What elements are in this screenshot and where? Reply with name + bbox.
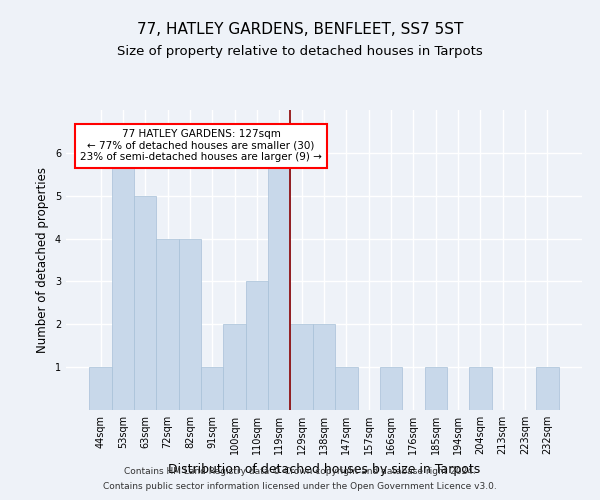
Bar	[179, 238, 201, 410]
Bar	[469, 367, 491, 410]
Text: 77, HATLEY GARDENS, BENFLEET, SS7 5ST: 77, HATLEY GARDENS, BENFLEET, SS7 5ST	[137, 22, 463, 38]
Text: Contains public sector information licensed under the Open Government Licence v3: Contains public sector information licen…	[103, 482, 497, 491]
Bar	[425, 367, 447, 410]
Bar	[89, 367, 112, 410]
Bar	[134, 196, 157, 410]
Y-axis label: Number of detached properties: Number of detached properties	[37, 167, 49, 353]
Bar	[201, 367, 223, 410]
Bar	[246, 282, 268, 410]
Text: Size of property relative to detached houses in Tarpots: Size of property relative to detached ho…	[117, 45, 483, 58]
X-axis label: Distribution of detached houses by size in Tarpots: Distribution of detached houses by size …	[168, 462, 480, 475]
Bar	[536, 367, 559, 410]
Bar	[157, 238, 179, 410]
Bar	[313, 324, 335, 410]
Text: 77 HATLEY GARDENS: 127sqm
← 77% of detached houses are smaller (30)
23% of semi-: 77 HATLEY GARDENS: 127sqm ← 77% of detac…	[80, 130, 322, 162]
Bar	[112, 153, 134, 410]
Bar	[380, 367, 402, 410]
Bar	[268, 153, 290, 410]
Bar	[290, 324, 313, 410]
Text: Contains HM Land Registry data © Crown copyright and database right 2024.: Contains HM Land Registry data © Crown c…	[124, 467, 476, 476]
Bar	[223, 324, 246, 410]
Bar	[335, 367, 358, 410]
